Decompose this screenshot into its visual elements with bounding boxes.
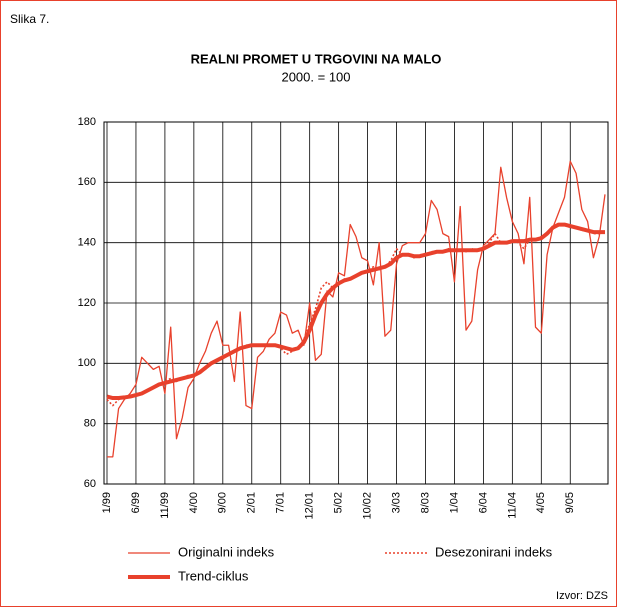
- legend-label: Trend-ciklus: [178, 568, 249, 583]
- y-tick-label: 60: [84, 478, 96, 490]
- legend-label: Originalni indeks: [178, 544, 275, 559]
- x-tick-label: 7/01: [275, 492, 287, 513]
- chart-subtitle: 2000. = 100: [281, 69, 350, 84]
- y-tick-label: 140: [78, 237, 96, 249]
- legend-label: Desezonirani indeks: [435, 544, 553, 559]
- x-tick-label: 12/01: [304, 492, 316, 520]
- series-line: [107, 160, 606, 458]
- x-tick-label: 5/02: [333, 492, 345, 513]
- x-tick-label: 6/04: [477, 492, 489, 513]
- y-tick-label: 80: [84, 418, 96, 430]
- series-line: [106, 222, 605, 401]
- y-tick-label: 100: [78, 357, 96, 369]
- plot-frame: [103, 121, 609, 485]
- y-tick-label: 120: [78, 297, 96, 309]
- figure-label: Slika 7.: [10, 12, 49, 26]
- y-tick-label: 180: [78, 116, 96, 128]
- y-tick-label: 160: [78, 176, 96, 188]
- x-tick-label: 10/02: [361, 492, 373, 520]
- x-tick-label: 11/04: [506, 492, 518, 519]
- x-tick-label: 4/00: [188, 492, 200, 513]
- x-tick-label: 11/99: [159, 492, 171, 519]
- x-tick-label: 8/03: [419, 492, 431, 513]
- x-tick-label: 3/03: [390, 492, 402, 513]
- x-tick-label: 9/05: [564, 492, 576, 513]
- x-tick-label: 4/05: [535, 492, 547, 513]
- x-tick-label: 6/99: [130, 492, 142, 513]
- x-tick-label: 1/04: [448, 492, 460, 513]
- x-tick-label: 1/99: [101, 492, 113, 513]
- x-tick-label: 2/01: [246, 492, 258, 513]
- chart-title: REALNI PROMET U TRGOVINI NA MALO: [191, 51, 442, 66]
- x-tick-label: 9/00: [217, 492, 229, 513]
- source: Izvor: DZS: [556, 590, 608, 602]
